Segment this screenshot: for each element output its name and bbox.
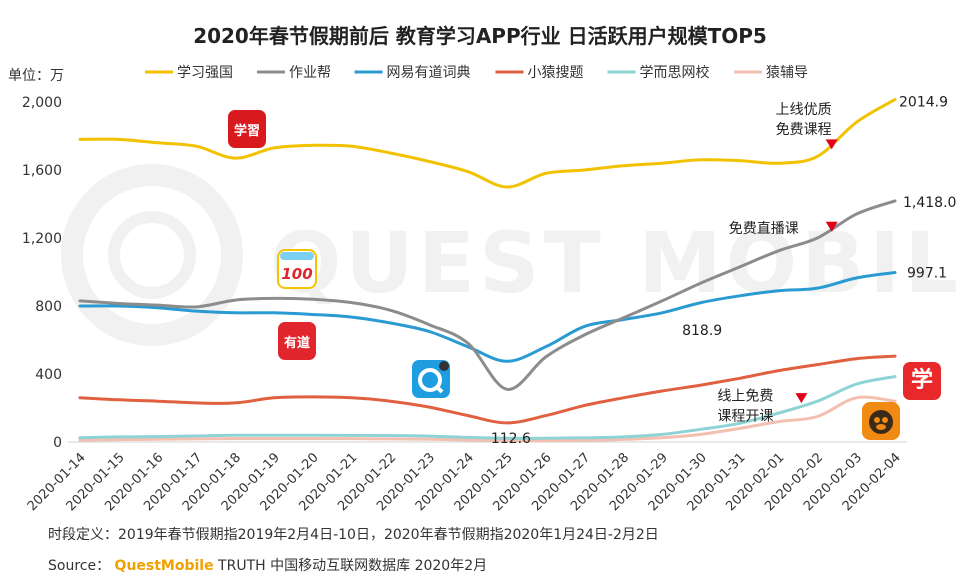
- annotation-marker: [825, 139, 838, 150]
- youdao-icon: 有道: [278, 322, 316, 360]
- legend-label: 作业帮: [289, 65, 331, 81]
- y-tick-label: 800: [35, 299, 62, 315]
- data-label: 2014.9: [899, 94, 948, 110]
- series-line-作业帮: [78, 199, 897, 391]
- yuanfudao-icon: [862, 402, 900, 440]
- data-label: 1,418.0: [903, 195, 956, 211]
- legend-label: 网易有道词典: [387, 65, 471, 81]
- data-labels: 2014.9 1,418.0 997.1 818.9 112.6: [491, 94, 957, 446]
- legend-label: 小猿搜题: [528, 65, 584, 81]
- series-line-学而思网校: [78, 375, 897, 440]
- period-definition: 时段定义：2019年春节假期指2019年2月4日-10日，2020年春节假期指2…: [48, 527, 659, 543]
- annotation-marker: [825, 221, 838, 232]
- y-tick-label: 1,600: [22, 163, 62, 179]
- source-prefix: Source：: [48, 558, 111, 574]
- source-brand: QuestMobile: [114, 558, 214, 574]
- source-note: Source： QuestMobile TRUTH 中国移动互联网数据库 202…: [48, 555, 487, 575]
- svg-text:学: 学: [911, 367, 933, 393]
- watermark: QUEST MOBILE: [61, 164, 960, 346]
- unit-label: 单位：万: [8, 68, 64, 84]
- annotation-text: 线上免费: [717, 388, 773, 404]
- watermark-text: QUEST MOBILE: [270, 214, 960, 312]
- data-label: 112.6: [491, 431, 531, 447]
- xuexi-qiangguo-icon: 学習: [228, 110, 266, 148]
- series-layer: [78, 98, 897, 443]
- annotation-text: 免费课程: [776, 122, 832, 138]
- y-tick-label: 0: [53, 435, 62, 451]
- svg-text:有道: 有道: [284, 335, 310, 351]
- annotation-text: 免费直播课: [729, 220, 799, 237]
- y-tick-label: 2,000: [22, 95, 62, 111]
- annotation-text: 上线优质: [776, 102, 832, 118]
- legend-label: 学而思网校: [640, 64, 710, 81]
- svg-text:100: 100: [281, 265, 312, 283]
- annotation: 免费直播课: [729, 220, 838, 237]
- y-tick-label: 400: [35, 367, 62, 383]
- series-line-学习强国: [78, 98, 897, 189]
- legend-label: 猿辅导: [766, 65, 808, 81]
- source-rest: TRUTH 中国移动互联网数据库 2020年2月: [213, 558, 488, 574]
- legend-label: 学习强国: [177, 65, 233, 81]
- app-icons: 学習 100 有道学: [228, 110, 941, 440]
- y-axis: 0 400 800 1,200 1,600 2,000: [22, 95, 62, 451]
- series-line-猿辅导: [78, 395, 897, 443]
- zuoyebang-icon: 100: [277, 249, 317, 289]
- data-label: 997.1: [907, 265, 947, 281]
- x-axis: 2020-01-142020-01-152020-01-162020-01-17…: [25, 441, 907, 514]
- annotation-marker: [795, 393, 808, 404]
- series-line-小猿搜题: [78, 354, 897, 425]
- annotation-text: 课程开课: [717, 408, 773, 424]
- series-line-网易有道词典: [78, 271, 897, 363]
- data-label: 818.9: [682, 323, 722, 339]
- chart-title: 2020年春节假期前后 教育学习APP行业 日活跃用户规模TOP5: [193, 24, 767, 48]
- y-tick-label: 1,200: [22, 231, 62, 247]
- chart: QUEST MOBILE 2020年春节假期前后 教育学习APP行业 日活跃用户…: [8, 24, 960, 514]
- svg-text:学習: 学習: [234, 123, 260, 139]
- legend: 学习强国 作业帮 网易有道词典 小猿搜题 学而思网校 猿辅导: [145, 64, 808, 81]
- xueersi-icon: 学: [903, 362, 941, 400]
- xiaoyuan-soti-icon: [412, 360, 450, 398]
